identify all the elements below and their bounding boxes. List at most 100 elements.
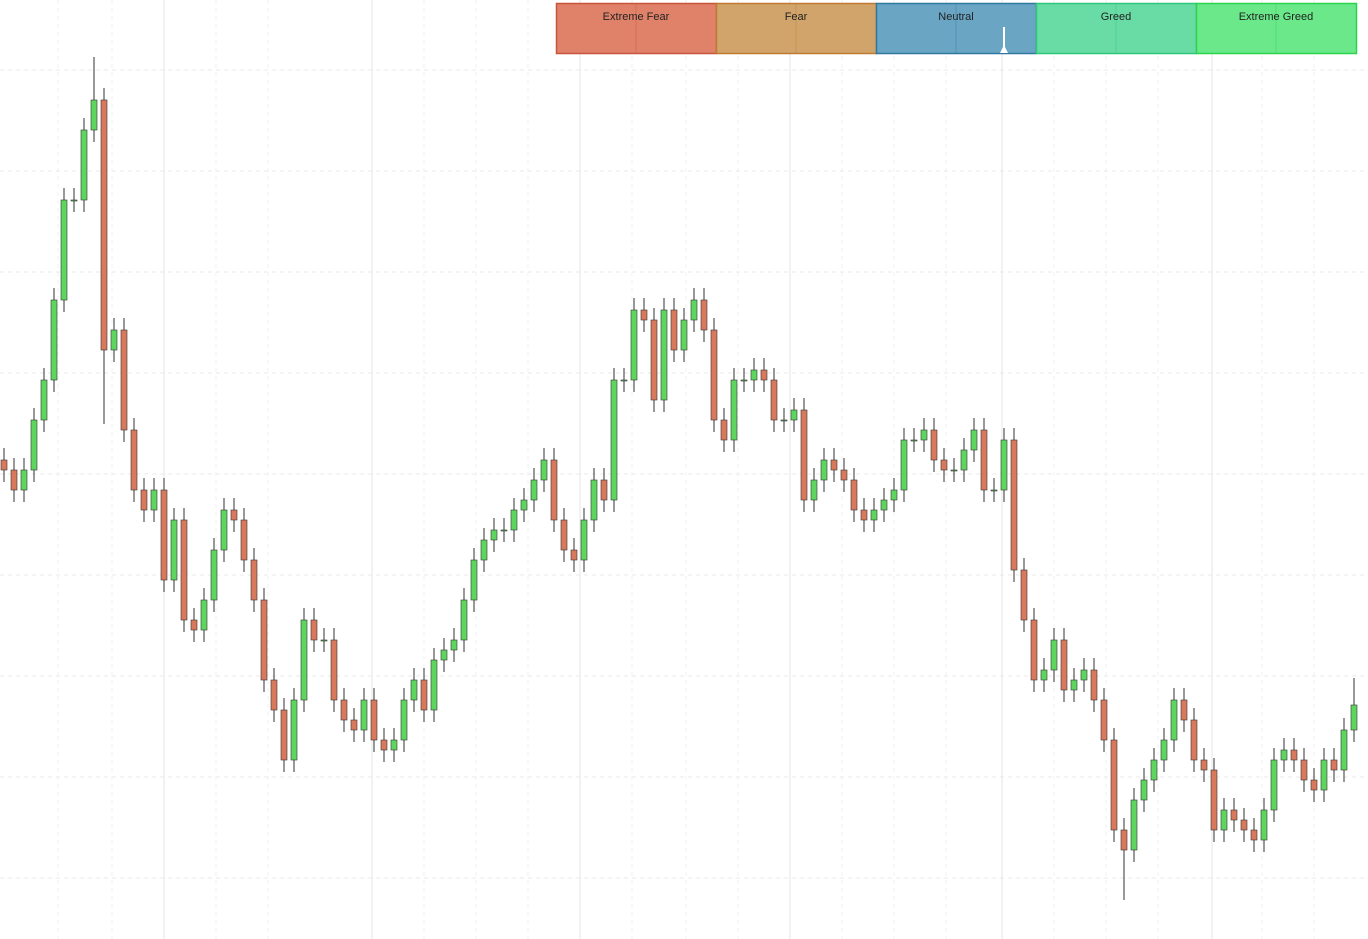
candle-body (820, 459, 828, 481)
candle-body (70, 199, 78, 202)
candle-body (980, 429, 988, 491)
candle-body (960, 449, 968, 471)
candle-body (1190, 719, 1198, 761)
candle-body (1110, 739, 1118, 831)
candle-body (360, 699, 368, 731)
candle-body (670, 309, 678, 351)
candle-body (800, 409, 808, 501)
candle-body (20, 469, 28, 491)
candle-body (330, 639, 338, 701)
candle-body (840, 469, 848, 481)
candle-body (860, 509, 868, 521)
needle-tip (1000, 45, 1008, 53)
candle-body (80, 129, 88, 201)
candle-body (1300, 759, 1308, 781)
candle-body (890, 489, 898, 501)
candle-body (1320, 759, 1328, 791)
candle-body (1310, 779, 1318, 791)
candle-body (380, 739, 388, 751)
candle-body (1100, 699, 1108, 741)
candle-body (630, 309, 638, 381)
candle-body (1130, 799, 1138, 851)
candle-body (950, 469, 958, 472)
candle-body (150, 489, 158, 511)
candle-body (760, 369, 768, 381)
candle-body (880, 499, 888, 511)
candle-body (1260, 809, 1268, 841)
candle-body (140, 489, 148, 511)
candle-body (470, 559, 478, 601)
candle-body (730, 379, 738, 441)
candle-body (1220, 809, 1228, 831)
candle-body (1160, 739, 1168, 761)
candle-body (120, 329, 128, 431)
candle-body (930, 429, 938, 461)
candle-body (290, 699, 298, 761)
candle-body (590, 479, 598, 521)
candle-body (680, 319, 688, 351)
candle-body (530, 479, 538, 501)
candle-body (430, 659, 438, 711)
candle-body (780, 419, 788, 422)
candle-body (400, 699, 408, 741)
candle-body (1050, 639, 1058, 671)
candle-body (1040, 669, 1048, 681)
candle-body (810, 479, 818, 501)
candle-body (1340, 729, 1348, 771)
candle-body (700, 299, 708, 331)
candle-body (990, 489, 998, 492)
zone-label: Neutral (938, 11, 973, 23)
candle-body (10, 469, 18, 491)
candle-body (570, 549, 578, 561)
candle-body (1230, 809, 1238, 821)
candle-body (220, 509, 228, 551)
candle-body (770, 379, 778, 421)
candle-body (230, 509, 238, 521)
candle-body (1210, 769, 1218, 831)
candle-body (1140, 779, 1148, 801)
candle-body (240, 519, 248, 561)
candle-body (190, 619, 198, 631)
candle-body (110, 329, 118, 351)
candle-body (1030, 619, 1038, 681)
candle-body (910, 439, 918, 442)
candle-body (1270, 759, 1278, 811)
candle-body (620, 379, 628, 382)
candle-body (300, 619, 308, 701)
candle-body (1000, 439, 1008, 491)
candle-body (490, 529, 498, 541)
zone-label: Extreme Greed (1239, 11, 1314, 23)
candle-body (210, 549, 218, 601)
candle-body (560, 519, 568, 551)
candle-body (1020, 569, 1028, 621)
candle-body (280, 709, 288, 761)
candle-body (920, 429, 928, 441)
candle-body (940, 459, 948, 471)
candle-body (320, 639, 328, 642)
candle-body (510, 509, 518, 531)
candle-body (750, 369, 758, 381)
candle-body (850, 479, 858, 511)
candle-body (830, 459, 838, 471)
candle-body (440, 649, 448, 661)
zone-label: Fear (785, 11, 808, 23)
candle-body (160, 489, 168, 581)
candle-body (1060, 639, 1068, 691)
candle-body (480, 539, 488, 561)
candle-body (600, 479, 608, 501)
candle-body (900, 439, 908, 491)
zone-label: Extreme Fear (603, 11, 670, 23)
candle-body (170, 519, 178, 581)
candle-body (90, 99, 98, 131)
candle-body (30, 419, 38, 471)
candle-body (720, 419, 728, 441)
candle-body (1250, 829, 1258, 841)
candle-body (870, 509, 878, 521)
candle-body (130, 429, 138, 491)
candle-body (260, 599, 268, 681)
candle-body (460, 599, 468, 641)
candle-body (970, 429, 978, 451)
candle-body (1170, 699, 1178, 741)
candle-body (1350, 704, 1358, 731)
